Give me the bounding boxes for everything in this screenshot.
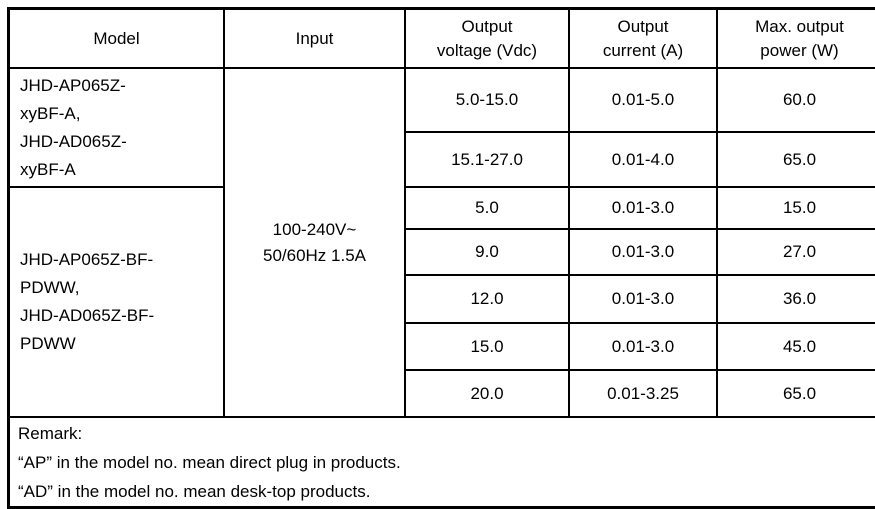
header-cell-input: Input [224,9,405,69]
header-cell-max-power: Max. output power (W) [717,9,875,69]
remark-title: Remark: [18,419,875,448]
output-voltage-value: 20.0 [405,370,569,417]
power-spec-table: Model Input Output voltage (Vdc) Output … [7,7,875,509]
output-current-value: 0.01-4.0 [569,132,717,187]
max-power-value: 65.0 [717,132,875,187]
output-voltage-value: 12.0 [405,275,569,323]
table-row: JHD-AP065Z- xyBF-A, JHD-AD065Z- xyBF-A 1… [9,68,875,132]
max-power-value: 60.0 [717,68,875,132]
remark-cell: Remark: “AP” in the model no. mean direc… [9,417,875,508]
model-line: JHD-AD065Z- [20,128,223,156]
output-current-value: 0.01-3.25 [569,370,717,417]
header-cell-output-voltage: Output voltage (Vdc) [405,9,569,69]
output-current-value: 0.01-5.0 [569,68,717,132]
model-line: JHD-AD065Z-BF- [20,302,223,330]
output-current-value: 0.01-3.0 [569,275,717,323]
output-voltage-value: 5.0-15.0 [405,68,569,132]
header-cell-output-current: Output current (A) [569,9,717,69]
output-current-value: 0.01-3.0 [569,323,717,370]
input-line: 100-240V~ [225,217,404,243]
model-group-1-cell: JHD-AP065Z- xyBF-A, JHD-AD065Z- xyBF-A [9,68,225,187]
header-output-current-line2: current (A) [570,39,716,63]
header-output-current-line1: Output [570,15,716,39]
max-power-value: 45.0 [717,323,875,370]
header-input-label: Input [296,29,334,48]
model-line: xyBF-A, [20,100,223,128]
model-line: JHD-AP065Z-BF- [20,246,223,274]
header-output-voltage-line1: Output [406,15,568,39]
output-current-value: 0.01-3.0 [569,229,717,275]
header-output-voltage-line2: voltage (Vdc) [406,39,568,63]
model-line: PDWW, [20,274,223,302]
remark-line-ad: “AD” in the model no. mean desk-top prod… [18,477,875,506]
output-voltage-value: 9.0 [405,229,569,275]
max-power-value: 65.0 [717,370,875,417]
header-cell-model: Model [9,9,225,69]
input-spec-cell: 100-240V~ 50/60Hz 1.5A [224,68,405,417]
input-line: 50/60Hz 1.5A [225,243,404,269]
model-line: JHD-AP065Z- [20,72,223,100]
max-power-value: 36.0 [717,275,875,323]
output-voltage-value: 15.0 [405,323,569,370]
header-model-label: Model [93,29,139,48]
max-power-value: 27.0 [717,229,875,275]
model-line: xyBF-A [20,156,223,184]
output-current-value: 0.01-3.0 [569,187,717,229]
output-voltage-value: 15.1-27.0 [405,132,569,187]
model-group-2-cell: JHD-AP065Z-BF- PDWW, JHD-AD065Z-BF- PDWW [9,187,225,417]
remark-row: Remark: “AP” in the model no. mean direc… [9,417,875,508]
table-row: JHD-AP065Z-BF- PDWW, JHD-AD065Z-BF- PDWW… [9,187,875,229]
header-row: Model Input Output voltage (Vdc) Output … [9,9,875,69]
output-voltage-value: 5.0 [405,187,569,229]
max-power-value: 15.0 [717,187,875,229]
header-max-power-line2: power (W) [718,39,875,63]
header-max-power-line1: Max. output [718,15,875,39]
remark-line-ap: “AP” in the model no. mean direct plug i… [18,448,875,477]
model-line: PDWW [20,330,223,358]
